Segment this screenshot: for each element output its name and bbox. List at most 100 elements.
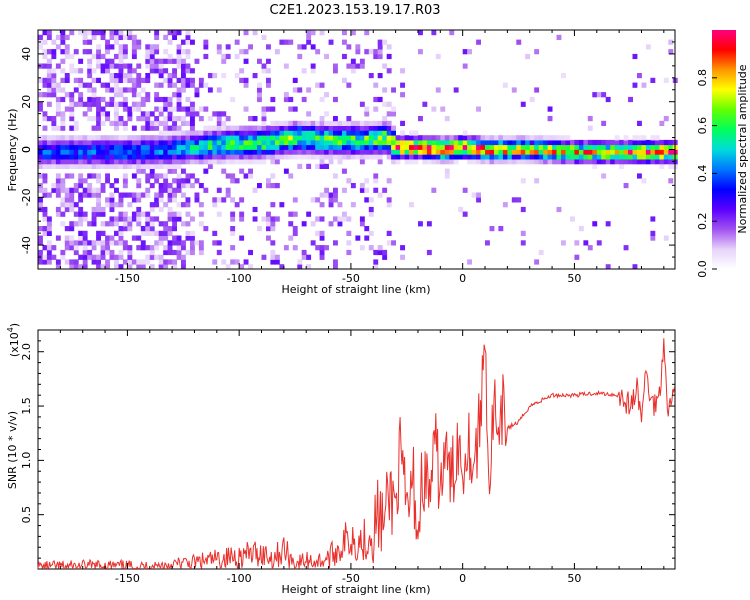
- colorbar-gradient: [712, 30, 736, 269]
- spectrogram-cell: [55, 149, 61, 155]
- spectrogram-cell: [73, 183, 79, 189]
- spectrogram-cell: [60, 120, 66, 126]
- spectrogram-cell: [444, 116, 450, 122]
- spectrogram-cell: [507, 135, 513, 141]
- spectrogram-cell: [158, 149, 164, 155]
- spectrogram-cell: [239, 139, 245, 146]
- spectrogram-cell: [42, 135, 48, 141]
- spectrogram-cell: [650, 144, 656, 150]
- spectrogram-cell: [274, 135, 280, 141]
- spectrogram-cell: [221, 149, 227, 155]
- spectrogram-cell: [64, 92, 70, 98]
- spectrogram-cell: [73, 135, 79, 141]
- spectrogram-cell: [114, 163, 119, 169]
- spectrogram-cell: [324, 245, 329, 251]
- spectrogram-cell: [122, 106, 128, 112]
- spectrogram-cell: [51, 116, 57, 122]
- spectrogram-cell: [73, 77, 79, 83]
- spectrogram-cell: [145, 163, 151, 169]
- spectrogram-cell: [207, 144, 213, 150]
- spectrogram-cell: [42, 230, 48, 236]
- spectrogram-cell: [185, 68, 191, 74]
- spectrogram-cell: [494, 149, 499, 155]
- spectrogram-cell: [185, 63, 191, 69]
- spectrogram-cell: [511, 154, 517, 160]
- spectrogram-cell: [73, 101, 79, 107]
- snr-frame: [37, 329, 676, 570]
- spectrogram-cell: [386, 144, 392, 150]
- spectrogram-cell: [60, 68, 66, 74]
- spectrogram-cell: [149, 58, 155, 64]
- spectrogram-cell: [114, 264, 119, 270]
- spectrogram-cell: [377, 53, 383, 60]
- spectrogram-cell: [73, 259, 79, 265]
- spectrogram-cell: [140, 116, 146, 122]
- spectrogram-cell: [391, 87, 396, 93]
- spectrogram-cell: [55, 183, 61, 189]
- spectrogram-cell: [337, 139, 343, 146]
- spectrogram-cell: [570, 154, 575, 160]
- spectrogram-cell: [355, 49, 361, 55]
- spectrogram-cell: [100, 139, 106, 146]
- spectrogram-cell: [127, 216, 133, 222]
- spectrogram-cell: [292, 106, 298, 112]
- spectrogram-cell: [561, 73, 566, 79]
- spectrogram-cell: [248, 173, 253, 179]
- spectrogram-cell: [216, 187, 222, 193]
- spectrogram-cell: [328, 202, 334, 208]
- spectrogram-cell: [328, 221, 334, 227]
- spectrogram-cell: [386, 120, 392, 126]
- spectrogram-cell: [342, 149, 347, 155]
- spectrogram-cell: [274, 159, 280, 165]
- spectrogram-cell: [100, 159, 106, 165]
- spectrogram-cell: [140, 264, 146, 270]
- spectrogram-cell: [266, 149, 271, 155]
- spectrogram-cell: [185, 96, 191, 103]
- spectrogram-cell: [377, 39, 383, 45]
- spectrogram-cell: [525, 144, 531, 150]
- spectrogram-cell: [225, 135, 231, 141]
- spectrogram-cell: [395, 144, 401, 150]
- spectrogram-cell: [301, 135, 307, 141]
- spectrogram-cell: [234, 39, 240, 45]
- spectrogram-cell: [279, 264, 285, 270]
- spectrogram-cell: [122, 49, 128, 55]
- spectrogram-cell: [127, 226, 133, 232]
- spectrogram-cell: [668, 149, 674, 155]
- spectrogram-cell: [46, 49, 52, 55]
- spectrogram-cell: [310, 240, 316, 246]
- spectrogram-cell: [122, 240, 128, 246]
- spectrogram-cell: [158, 63, 164, 69]
- spectrogram-cell: [283, 96, 289, 103]
- spectrogram-cell: [315, 149, 321, 155]
- spectrogram-cell: [145, 73, 151, 79]
- spectrogram-cell: [346, 125, 352, 131]
- spectrogram-cell: [350, 154, 356, 160]
- spectrogram-cell: [292, 139, 298, 146]
- spectrogram-cell: [154, 159, 160, 165]
- spectrogram-cell: [663, 159, 669, 165]
- spectrogram-cell: [248, 130, 253, 136]
- spectrogram-cell: [525, 139, 531, 146]
- spectrogram-cell: [105, 245, 110, 251]
- spectrogram-cell: [60, 187, 66, 193]
- spectrogram-cell: [96, 187, 101, 193]
- spectrogram-cell: [176, 159, 182, 165]
- spectrogram-cell: [131, 49, 137, 55]
- spectrogram-cell: [136, 149, 142, 155]
- spectrogram-cell: [38, 77, 43, 83]
- spectrogram-cell: [391, 135, 396, 141]
- spectrogram-cell: [230, 154, 236, 160]
- spectrogram-cell: [435, 139, 441, 146]
- spectrogram-cell: [118, 249, 124, 256]
- spectrogram-cell: [82, 235, 88, 241]
- spectrogram-cell: [592, 139, 598, 146]
- spectrogram-cell: [556, 159, 562, 165]
- spectrogram-cell: [413, 139, 419, 146]
- y-tick-label: 0: [20, 146, 33, 153]
- spectrogram-cell: [212, 159, 218, 165]
- spectrogram-cell: [623, 139, 629, 146]
- spectrogram-cell: [364, 120, 370, 126]
- spectrogram-cell: [511, 159, 517, 165]
- spectrogram-cell: [610, 149, 616, 155]
